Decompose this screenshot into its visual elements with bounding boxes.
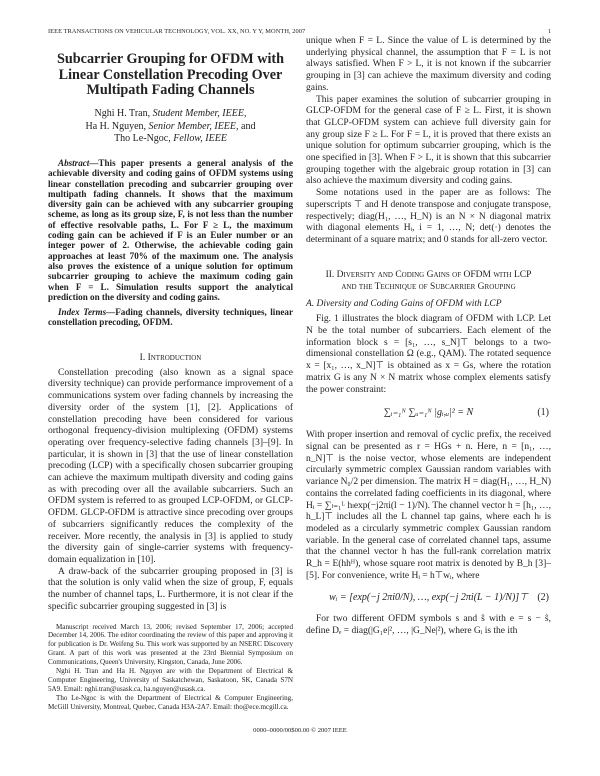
paragraph: Constellation precoding (also known as a… bbox=[48, 367, 293, 565]
section-heading: II. Diversity and Coding Gains of OFDM w… bbox=[325, 269, 532, 292]
paragraph: This paper examines the solution of subc… bbox=[306, 94, 551, 187]
paragraph: Fig. 1 illustrates the block diagram of … bbox=[306, 314, 551, 395]
paper-title: Subcarrier Grouping for OFDM with Linear… bbox=[57, 51, 284, 98]
section-heading: I. Introduction bbox=[139, 352, 202, 363]
paragraph: With proper insertion and removal of cyc… bbox=[306, 430, 551, 581]
footnote: Tho Le-Ngoc is with the Department of El… bbox=[48, 693, 293, 711]
author: Nghi H. Tran, Student Member, IEEE, bbox=[94, 108, 247, 119]
left-column: Abstract—This paper presents a general a… bbox=[48, 158, 293, 712]
copyright-footer: 0000–0000/00$00.00 © 2007 IEEE bbox=[253, 727, 347, 734]
right-column: unique when F = L. Since the value of L … bbox=[306, 36, 551, 638]
footnotes: Manuscript received March 13, 2006; revi… bbox=[48, 623, 293, 712]
subsection-heading: A. Diversity and Coding Gains of OFDM wi… bbox=[306, 298, 502, 309]
footnote: Manuscript received March 13, 2006; revi… bbox=[48, 622, 293, 667]
equation-number: (2) bbox=[537, 592, 549, 604]
footnote: Nghi H. Tran and Ha H. Nguyen are with t… bbox=[48, 667, 293, 693]
paragraph: unique when F = L. Since the value of L … bbox=[306, 36, 551, 93]
abstract: Abstract—This paper presents a general a… bbox=[48, 158, 293, 302]
paragraph: Some notations used in the paper are as … bbox=[306, 188, 551, 245]
paragraph: A draw-back of the subcarrier grouping p… bbox=[48, 566, 293, 612]
author: Tho Le-Ngoc, Fellow, IEEE bbox=[114, 133, 227, 144]
index-terms: Index Terms—Fading channels, diversity t… bbox=[48, 307, 293, 328]
equation-1: ∑ᵢ₌₁ᴺ ∑ᵤ₌₁ᴺ |gᵢ,ᵤ|² = N (1) bbox=[306, 396, 551, 430]
running-header: IEEE TRANSACTIONS ON VEHICULAR TECHNOLOG… bbox=[48, 28, 306, 35]
paragraph: For two different OFDM symbols s and ŝ w… bbox=[306, 614, 551, 637]
equation-number: (1) bbox=[537, 407, 549, 419]
author: Ha H. Nguyen, Senior Member, IEEE, and bbox=[85, 120, 256, 132]
equation-2: wᵢ = [exp(−j 2πi0/N), …, exp(−j 2πi(L − … bbox=[306, 582, 551, 614]
author-list: Nghi H. Tran, Student Member, IEEE, Ha H… bbox=[48, 108, 293, 146]
page-number: 1 bbox=[548, 28, 552, 35]
